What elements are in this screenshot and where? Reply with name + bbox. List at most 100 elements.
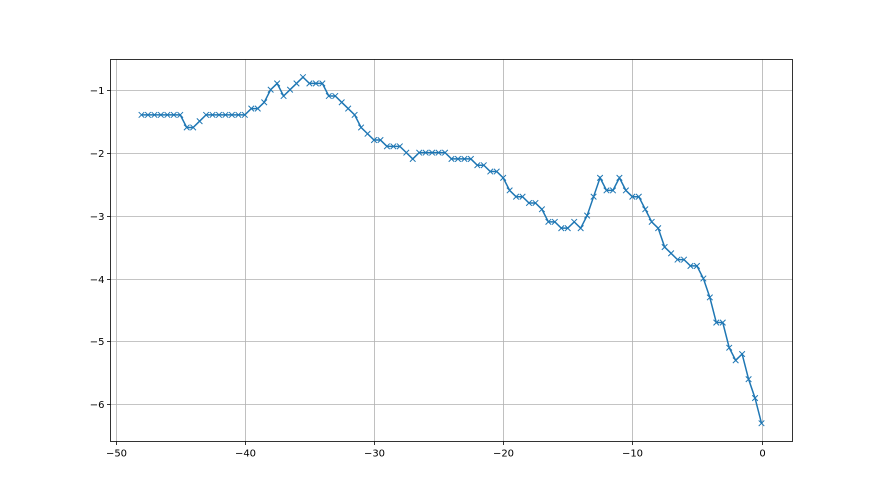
- data-point-marker: [616, 174, 623, 181]
- data-point-marker: [551, 218, 558, 226]
- data-point-marker: [622, 187, 630, 194]
- data-point-marker: [428, 149, 436, 156]
- data-point-marker: [261, 99, 268, 106]
- data-point-marker: [642, 206, 649, 213]
- data-point-marker: [441, 149, 449, 156]
- data-point-marker: [416, 149, 423, 156]
- grid: [110, 59, 793, 442]
- data-point-marker: [571, 218, 578, 226]
- x-tick-label: 0: [759, 449, 765, 460]
- data-point-marker: [209, 111, 216, 119]
- data-point-marker: [655, 225, 662, 232]
- data-point-marker: [164, 111, 171, 119]
- y-tick-label: −3: [90, 212, 105, 223]
- data-point-marker: [235, 111, 242, 119]
- data-point-marker: [693, 262, 701, 270]
- data-point-marker: [609, 187, 617, 194]
- data-point-marker: [461, 155, 468, 163]
- data-point-marker: [661, 243, 668, 251]
- data-point-marker: [687, 262, 694, 270]
- data-point-marker: [422, 149, 429, 156]
- x-axis: −50 −40 −30 −20 −10 0: [106, 441, 766, 460]
- data-point-marker: [144, 111, 152, 119]
- data-point-marker: [228, 111, 236, 119]
- data-point-marker: [351, 111, 358, 119]
- data-point-marker: [254, 105, 261, 112]
- data-point-marker: [293, 80, 300, 87]
- data-point-marker: [577, 225, 584, 232]
- data-point-marker: [545, 218, 552, 226]
- data-point-marker: [396, 143, 403, 150]
- data-point-marker: [726, 344, 733, 351]
- data-point-marker: [390, 143, 397, 150]
- data-point-marker: [674, 256, 681, 263]
- data-point-marker: [538, 206, 546, 213]
- data-point-marker: [751, 394, 759, 402]
- data-point-marker: [758, 420, 765, 427]
- data-point-marker: [506, 187, 513, 194]
- data-point-marker: [222, 111, 229, 119]
- data-point-marker: [138, 111, 145, 119]
- data-point-marker: [467, 155, 475, 163]
- x-tick-label: −10: [622, 449, 643, 460]
- data-point-marker: [532, 199, 539, 207]
- x-tick-label: −20: [493, 449, 514, 460]
- data-point-marker: [241, 111, 248, 119]
- data-point-marker: [603, 187, 610, 194]
- data-point-marker: [525, 199, 533, 207]
- y-tick-label: −5: [90, 337, 105, 348]
- data-point-marker: [738, 350, 746, 358]
- y-tick-label: −1: [90, 86, 105, 97]
- data-point-marker: [474, 162, 481, 169]
- data-point-marker: [583, 212, 591, 219]
- data-point-marker: [480, 162, 487, 169]
- data-point-marker: [157, 111, 165, 119]
- y-tick-label: −6: [90, 400, 105, 411]
- data-point-marker: [345, 105, 352, 112]
- data-point-marker: [325, 92, 332, 100]
- data-point-marker: [383, 143, 391, 150]
- data-point-marker: [590, 193, 597, 200]
- data-point-marker: [312, 80, 320, 87]
- data-point-marker: [667, 250, 675, 257]
- data-point-marker: [500, 174, 507, 181]
- data-point-marker: [202, 111, 210, 119]
- data-point-marker: [364, 130, 371, 137]
- data-point-marker: [196, 118, 203, 125]
- data-point-marker: [448, 155, 455, 163]
- data-point-marker: [332, 92, 339, 100]
- data-point-marker: [370, 136, 378, 144]
- data-point-marker: [319, 80, 326, 87]
- y-axis: −1 −2 −3 −4 −5 −6: [90, 86, 111, 411]
- data-point-marker: [177, 111, 184, 119]
- data-point-marker: [409, 155, 416, 163]
- x-tick-label: −50: [106, 449, 127, 460]
- data-point-marker: [713, 319, 720, 326]
- plot-frame: [110, 59, 793, 442]
- data-point-marker: [700, 275, 707, 282]
- data-point-marker: [215, 111, 223, 119]
- data-point-marker: [357, 124, 365, 131]
- data-point-marker: [299, 73, 307, 81]
- data-point-marker: [596, 174, 604, 181]
- x-tick-label: −30: [364, 449, 385, 460]
- data-point-marker: [454, 155, 462, 163]
- data-point-marker: [151, 111, 158, 119]
- data-point-marker: [680, 256, 688, 263]
- data-point-marker: [183, 124, 190, 131]
- data-point-marker: [338, 99, 345, 106]
- data-point-marker: [512, 193, 520, 200]
- data-point-marker: [519, 193, 526, 200]
- data-point-marker: [629, 193, 636, 200]
- y-tick-label: −2: [90, 149, 105, 160]
- data-point-marker: [706, 294, 713, 301]
- data-line: [141, 76, 763, 424]
- data-point-marker: [435, 149, 442, 156]
- data-point-marker: [403, 149, 410, 156]
- data-point-marker: [558, 225, 565, 232]
- data-point-marker: [286, 86, 294, 93]
- data-point-marker: [648, 218, 655, 226]
- x-tick-label: −40: [235, 449, 256, 460]
- data-point-marker: [377, 136, 384, 144]
